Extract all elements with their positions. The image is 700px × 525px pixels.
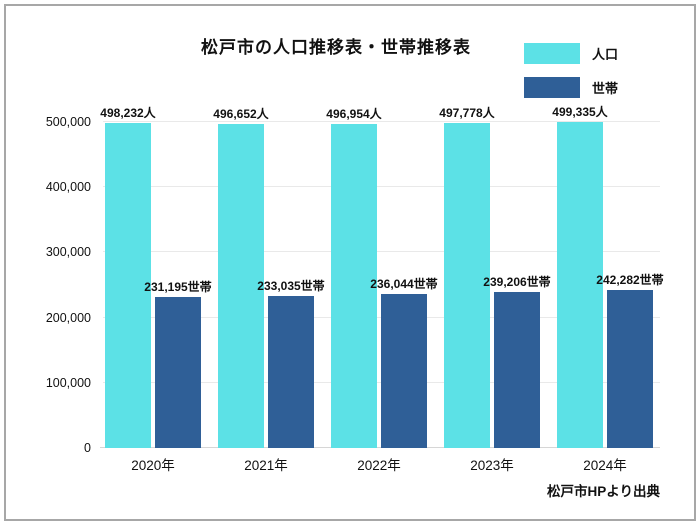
legend-item-household: 世帯 <box>524 77 618 98</box>
x-axis-tick-label: 2024年 <box>583 458 627 473</box>
legend-label-household: 世帯 <box>592 81 619 96</box>
bar-value-label: 498,232人 <box>100 106 156 121</box>
bar-group-2023年: 497,778人 239,206世帯 <box>439 106 551 448</box>
bar-value-label: 496,652人 <box>213 107 269 122</box>
population-bar-2022年 <box>331 124 377 448</box>
population-bar-2021年 <box>218 124 264 448</box>
bar-group-2021年: 496,652人 233,035世帯 <box>213 107 325 448</box>
y-axis-tick-label: 300,000 <box>45 245 91 260</box>
y-axis-tick-label: 100,000 <box>45 375 91 390</box>
x-axis-line <box>100 447 660 448</box>
x-axis-tick-label: 2023年 <box>470 458 514 473</box>
bar-value-label: 236,044世帯 <box>370 277 438 292</box>
gridline <box>103 186 660 188</box>
legend-item-population: 人口 <box>524 43 618 64</box>
bar-group-2022年: 496,954人 236,044世帯 <box>326 107 438 448</box>
x-axis-tick-label: 2020年 <box>131 458 175 473</box>
y-axis-tick-label: 500,000 <box>45 115 91 129</box>
household-bar-2022年 <box>381 294 427 448</box>
plot-area: 0 100,000 200,000 300,000 400,000 500,000 498,… <box>46 105 664 473</box>
bar-value-label: 231,195世帯 <box>144 280 212 295</box>
bar-value-label: 233,035世帯 <box>257 279 325 294</box>
y-axis-tick-label: 200,000 <box>45 310 91 325</box>
population-bar-2020年 <box>105 123 151 448</box>
source-note: 松戸市HPより出典 <box>547 484 660 499</box>
bar-group-2020年: 498,232人 231,195世帯 <box>100 106 212 448</box>
chart-title: 松戸市の人口推移表・世帯推移表 <box>201 38 471 57</box>
population-color-swatch <box>524 43 580 64</box>
gridline <box>103 121 660 122</box>
household-color-swatch <box>524 77 580 98</box>
legend: 人口 世帯 <box>524 43 618 111</box>
x-axis-tick-label: 2022年 <box>357 458 401 473</box>
population-bar-2024年 <box>557 122 603 448</box>
household-bar-2020年 <box>155 297 201 448</box>
bar-value-label: 242,282世帯 <box>596 273 664 288</box>
population-bar-2023年 <box>444 123 490 448</box>
household-bar-2021年 <box>268 296 314 448</box>
gridline <box>103 251 660 253</box>
bar-group-2024年: 499,335人 242,282世帯 <box>552 105 664 448</box>
bar-value-label: 496,954人 <box>326 107 382 121</box>
bar-value-label: 499,335人 <box>552 105 608 120</box>
legend-label-population: 人口 <box>592 47 619 62</box>
y-axis-tick-label: 400,000 <box>45 180 91 195</box>
x-axis-tick-label: 2021年 <box>244 458 288 473</box>
household-bar-2023年 <box>494 292 540 448</box>
y-axis-tick-label: 0 <box>84 441 91 455</box>
household-bar-2024年 <box>607 290 653 448</box>
bar-value-label: 239,206世帯 <box>483 275 551 290</box>
bar-value-label: 497,778人 <box>439 106 495 121</box>
